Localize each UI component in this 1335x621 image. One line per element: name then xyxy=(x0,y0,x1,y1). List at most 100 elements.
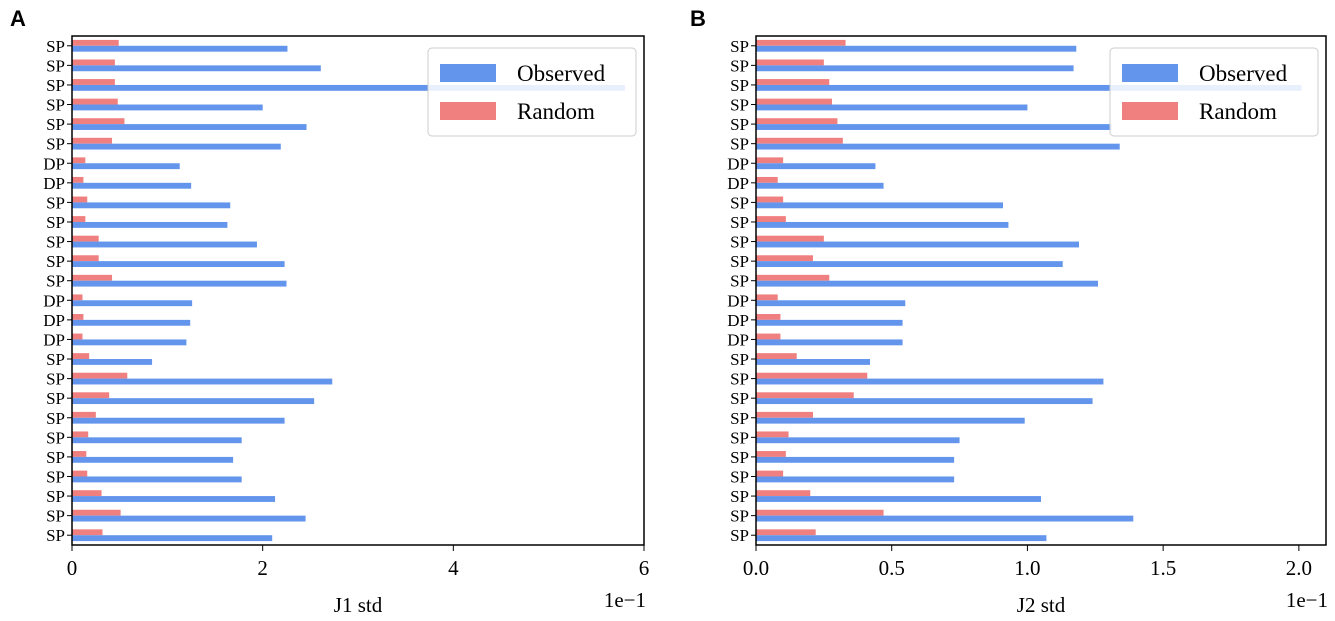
panel-a-bar-observed-5 xyxy=(72,143,281,150)
panel-a-bar-random-12 xyxy=(72,274,113,281)
panel-b-bar-observed-6 xyxy=(756,163,876,170)
panel-a-bar-observed-21 xyxy=(72,456,234,463)
panel-a-ytick-label-19: SP xyxy=(46,409,65,428)
panel-b-ytick-label-17: SP xyxy=(730,370,749,389)
panel-a-bar-observed-8 xyxy=(72,202,231,209)
panel-a-ytick-label-22: SP xyxy=(46,467,65,486)
panel-a-bar-random-15 xyxy=(72,333,83,340)
panel-b-ytick-label-7: DP xyxy=(727,174,749,193)
panel-a-bar-random-9 xyxy=(72,216,86,222)
panel-b-xtick-label-0: 0.0 xyxy=(743,556,769,580)
panel-a-ytick-label-7: DP xyxy=(43,174,65,193)
panel-b-bar-random-17 xyxy=(756,372,868,379)
panel-a-bar-random-5 xyxy=(72,137,113,144)
panel-b-bar-observed-19 xyxy=(756,417,1025,424)
panel-a-ytick-label-25: SP xyxy=(46,526,65,545)
panel-b-bar-random-19 xyxy=(756,411,813,418)
panel-b-ytick-label-2: SP xyxy=(730,76,749,95)
panel-b-ytick-label-0: SP xyxy=(730,37,749,56)
panel-a-scale-label: 1e−1 xyxy=(604,588,646,612)
panel-a-ytick-label-3: SP xyxy=(46,96,65,115)
panel-b-bar-observed-12 xyxy=(756,280,1098,287)
panel-b-ytick-label-4: SP xyxy=(730,115,749,134)
panel-b-ytick-label-23: SP xyxy=(730,487,749,506)
panel-b-axes-frame xyxy=(755,35,1327,546)
panel-a-bar-observed-4 xyxy=(72,124,307,130)
panel-a-bar-observed-18 xyxy=(72,398,315,405)
panel-b-xtick-label-1: 0.5 xyxy=(879,556,905,580)
panel-b-bar-observed-24 xyxy=(756,515,1134,522)
panel-b-bar-random-0 xyxy=(756,39,846,46)
panel-a-ytick-label-6: DP xyxy=(43,154,65,173)
panel-b-bar-random-18 xyxy=(756,392,854,399)
panel-b-bar-observed-11 xyxy=(756,261,1063,268)
panel-a-ytick-label-23: SP xyxy=(46,487,65,506)
panel-a-bar-random-18 xyxy=(72,392,110,399)
panel-a-bar-random-2 xyxy=(72,79,115,85)
panel-b-legend-swatch-observed xyxy=(1122,64,1178,82)
panel-a-bar-random-13 xyxy=(72,294,83,301)
panel-a-bar-observed-9 xyxy=(72,221,228,228)
panel-b-bar-random-4 xyxy=(756,118,838,125)
panel-a-xtick-label-0: 0 xyxy=(67,556,78,580)
panel-b-xtick-label-2: 1.0 xyxy=(1014,556,1040,580)
panel-b-legend-swatch-random xyxy=(1122,102,1178,120)
panel-a-bar-observed-10 xyxy=(72,241,257,248)
panel-b-bar-random-12 xyxy=(756,274,830,281)
panel-b-ytick-label-21: SP xyxy=(730,448,749,467)
panel-b-ytick-label-24: SP xyxy=(730,507,749,526)
panel-b-bar-observed-23 xyxy=(756,496,1041,502)
panel-b-ytick-label-16: SP xyxy=(730,350,749,369)
panel-a-xtick-label-1: 2 xyxy=(257,556,268,580)
panel-b-bar-random-3 xyxy=(756,98,832,105)
panel-a-bar-observed-6 xyxy=(72,163,180,170)
panel-a-xlabel: J1 std xyxy=(334,593,383,617)
panel-b-label: B xyxy=(690,6,706,31)
panel-b-bar-observed-17 xyxy=(756,378,1104,385)
panel-b-bar-random-13 xyxy=(756,294,778,301)
panel-b-bar-observed-5 xyxy=(756,143,1120,150)
panel-b-bar-observed-25 xyxy=(756,535,1047,542)
panel-b-bar-observed-10 xyxy=(756,241,1079,248)
panel-b-bar-observed-22 xyxy=(756,476,955,483)
panel-a-bar-random-19 xyxy=(72,411,96,418)
panel-b-bar-observed-9 xyxy=(756,221,1009,228)
panel-a-ytick-label-12: SP xyxy=(46,272,65,291)
panel-b-bar-random-5 xyxy=(756,137,843,144)
panel-b-bar-observed-3 xyxy=(756,104,1028,111)
panel-a-ytick-label-1: SP xyxy=(46,56,65,75)
panel-a-bar-observed-2 xyxy=(72,84,625,91)
panel-a-ytick-label-11: SP xyxy=(46,252,65,271)
panel-a-bar-observed-25 xyxy=(72,535,273,542)
panel-b-ytick-label-18: SP xyxy=(730,389,749,408)
panel-b-bar-observed-4 xyxy=(756,124,1112,130)
panel-a-bar-random-21 xyxy=(72,451,87,457)
panel-a-ytick-label-9: SP xyxy=(46,213,65,232)
panel-a-bar-observed-11 xyxy=(72,261,285,268)
panel-b-ytick-label-12: SP xyxy=(730,272,749,291)
panel-a-legend-swatch-observed xyxy=(440,64,496,82)
panel-b-bar-random-6 xyxy=(756,157,784,164)
panel-b-bar-observed-0 xyxy=(756,45,1077,52)
panel-b-bar-observed-16 xyxy=(756,359,870,365)
panel-a-bar-observed-16 xyxy=(72,359,153,365)
panel-a-legend-label-observed: Observed xyxy=(517,61,606,86)
panel-b-xtick-label-3: 1.5 xyxy=(1150,556,1176,580)
panel-a-bar-observed-7 xyxy=(72,182,192,189)
panel-a-ytick-label-16: SP xyxy=(46,350,65,369)
panel-b-bar-random-7 xyxy=(756,176,778,183)
panel-a-bar-observed-0 xyxy=(72,45,288,52)
panel-b-bar-random-20 xyxy=(756,431,789,438)
panel-a-bar-random-10 xyxy=(72,235,99,242)
panel-b-xtick-label-4: 2.0 xyxy=(1286,556,1312,580)
panel-b-bar-random-9 xyxy=(756,216,786,222)
panel-b-bar-random-22 xyxy=(756,470,784,477)
panel-b-scale-label: 1e−1 xyxy=(1286,588,1328,612)
panel-b-ytick-label-1: SP xyxy=(730,56,749,75)
panel-b-bar-observed-2 xyxy=(756,84,1302,91)
panel-b-legend-label-random: Random xyxy=(1199,99,1277,124)
panel-a-bar-random-1 xyxy=(72,59,115,66)
panel-a-legend-swatch-random xyxy=(440,102,496,120)
panel-b-ytick-label-9: SP xyxy=(730,213,749,232)
panel-a-bar-random-8 xyxy=(72,196,88,203)
